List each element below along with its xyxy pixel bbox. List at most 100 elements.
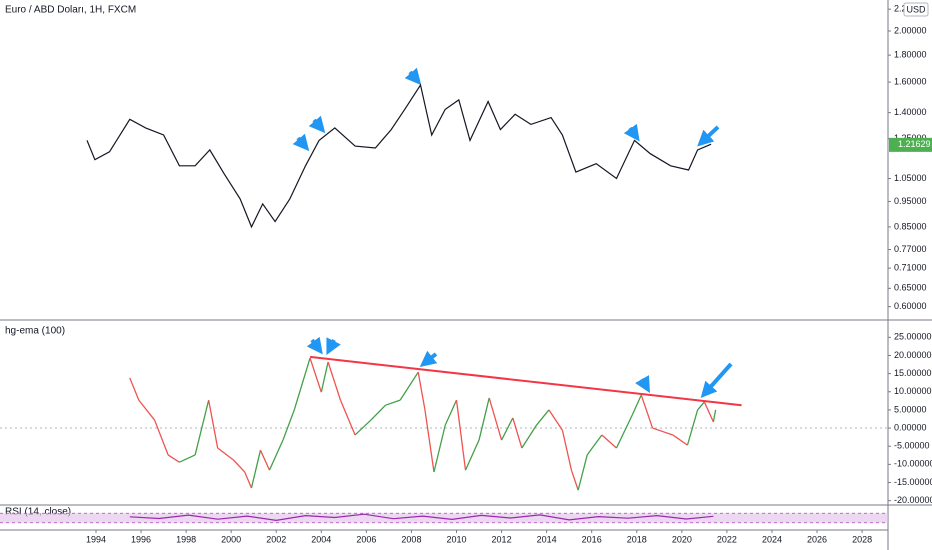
- annotation-arrows: [292, 67, 733, 398]
- indicator-segment: [424, 409, 435, 473]
- indicator-segment: [282, 409, 295, 441]
- indicator-segment: [570, 469, 579, 491]
- currency-label: USD: [906, 4, 926, 14]
- x-tick-label: 2020: [672, 534, 692, 544]
- indicator-segment: [697, 401, 705, 411]
- y-tick-label: 2.00000: [894, 25, 927, 35]
- indicator-segment: [577, 454, 588, 491]
- indicator-segment: [586, 434, 603, 456]
- indicator-segment: [631, 394, 642, 416]
- arrow: [326, 337, 341, 356]
- indicator-segment: [129, 377, 140, 401]
- y-tick-label: 1.05000: [894, 173, 927, 183]
- last-price-label: 1.21629: [898, 139, 931, 149]
- arrow: [700, 362, 733, 398]
- indicator-segment: [548, 409, 563, 431]
- last-price-badge: [889, 137, 932, 152]
- arrow: [623, 123, 640, 142]
- price-line: [129, 513, 714, 522]
- trendline: [309, 355, 742, 407]
- y-tick-label: 0.60000: [894, 301, 927, 311]
- y-tick-label: 10.00000: [894, 386, 932, 396]
- indicator-segment: [444, 399, 458, 426]
- indicator-segment: [232, 459, 246, 473]
- indicator-segment: [385, 399, 401, 406]
- x-tick-label: 2010: [446, 534, 466, 544]
- indicator-segment: [320, 361, 329, 393]
- y-tick-label: 1.40000: [894, 107, 927, 117]
- indicator-segment: [354, 419, 372, 436]
- y-tick-label: -10.00000: [894, 459, 932, 469]
- y-tick-label: 20.00000: [894, 350, 932, 360]
- y-tick-label: 25.00000: [894, 332, 932, 342]
- indicator-segment: [339, 399, 356, 436]
- indicator-segment: [464, 439, 480, 471]
- indicator-title: hg-ema (100): [5, 326, 65, 337]
- indicator-segment: [640, 394, 654, 429]
- indicator-segment: [259, 449, 271, 471]
- indicator-segment: [167, 454, 180, 463]
- x-tick-label: 1994: [86, 534, 106, 544]
- indicator-segment: [399, 371, 419, 401]
- y-tick-label: 5.00000: [894, 404, 927, 414]
- x-tick-label: 2028: [852, 534, 872, 544]
- arrow: [308, 115, 326, 134]
- indicator-segment: [327, 361, 342, 401]
- indicator-segment: [712, 409, 717, 423]
- indicator-segment: [433, 425, 446, 473]
- x-tick-label: 2024: [762, 534, 782, 544]
- indicator-segment: [512, 417, 523, 449]
- x-tick-label: 2008: [401, 534, 421, 544]
- indicator-segment: [652, 427, 674, 436]
- x-tick-label: 2012: [492, 534, 512, 544]
- arrow: [292, 133, 310, 152]
- indicator-segment: [179, 454, 196, 463]
- y-tick-label: -5.00000: [894, 441, 930, 451]
- arrow: [306, 336, 323, 355]
- indicator-segment: [250, 450, 262, 489]
- y-tick-label: -20.00000: [894, 495, 932, 505]
- chart-title: Euro / ABD Doları, 1H, FXCM: [5, 5, 136, 16]
- arrow: [697, 125, 720, 147]
- y-tick-label: 15.00000: [894, 368, 932, 378]
- y-tick-label: 0.65000: [894, 283, 927, 293]
- x-tick-label: 2026: [807, 534, 827, 544]
- indicator-segment: [561, 430, 573, 471]
- x-tick-label: 2018: [627, 534, 647, 544]
- indicator-segment: [268, 439, 284, 471]
- indicator-segment: [293, 357, 311, 411]
- indicator-segment: [217, 447, 234, 461]
- indicator-segment: [521, 424, 538, 449]
- arrow: [635, 375, 650, 393]
- currency-badge: [903, 2, 929, 17]
- indicator-segment: [138, 399, 156, 421]
- indicator-segment: [672, 434, 688, 446]
- indicator-segment: [615, 414, 633, 449]
- x-tick-label: 2016: [582, 534, 602, 544]
- price-line: [86, 83, 712, 229]
- x-tick-label: 1996: [131, 534, 151, 544]
- indicator-segment: [535, 409, 550, 426]
- arrow: [419, 350, 438, 367]
- x-tick-label: 1998: [176, 534, 196, 544]
- x-tick-label: 2014: [537, 534, 557, 544]
- arrow: [404, 67, 422, 86]
- indicator-segment: [500, 417, 514, 441]
- indicator-segment: [194, 399, 210, 456]
- indicator-segment: [417, 372, 426, 411]
- y-tick-label: 0.71000: [894, 262, 927, 272]
- y-tick-label: 0.77000: [894, 244, 927, 254]
- indicator-segment: [244, 471, 253, 489]
- x-tick-label: 2022: [717, 534, 737, 544]
- indicator-segment: [703, 401, 714, 423]
- indicator-segment: [601, 434, 617, 449]
- y-tick-label: 0.85000: [894, 221, 927, 231]
- indicator-segment: [370, 404, 386, 421]
- x-tick-label: 2006: [356, 534, 376, 544]
- indicator-segment: [208, 399, 219, 449]
- indicator-segment: [686, 409, 699, 446]
- indicator-segment: [455, 400, 467, 471]
